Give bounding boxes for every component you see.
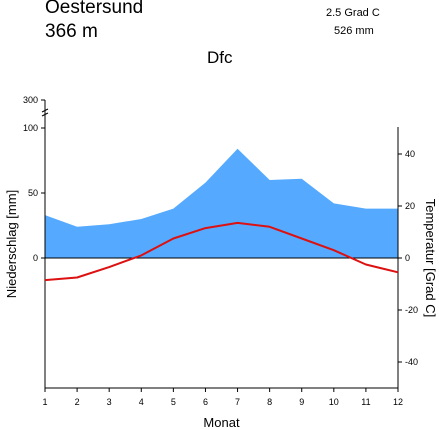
axis-break	[41, 108, 49, 113]
y-right-tick-label--20: -20	[405, 305, 418, 315]
x-tick-label-2: 2	[75, 397, 80, 407]
x-tick-label-3: 3	[107, 397, 112, 407]
x-tick-label-1: 1	[42, 397, 47, 407]
x-tick-label-11: 11	[361, 397, 370, 407]
axis-break	[41, 112, 49, 117]
y-left-tick-label-50: 50	[28, 188, 38, 198]
x-tick-label-9: 9	[299, 397, 304, 407]
y-axis-left-title: Niederschlag [mm]	[4, 190, 19, 298]
x-axis-title: Monat	[203, 415, 240, 430]
temperature-line	[44, 221, 399, 282]
x-tick-label-5: 5	[171, 397, 176, 407]
y-axis-right-title: Temperatur [Grad C]	[423, 199, 438, 318]
x-tick-label-4: 4	[139, 397, 144, 407]
precipitation-area	[45, 148, 398, 258]
x-tick-label-10: 10	[329, 397, 339, 407]
y-right-tick-label-0: 0	[405, 253, 410, 263]
x-tick-label-12: 12	[393, 397, 403, 407]
y-left-tick-label-0: 0	[33, 253, 38, 263]
station-altitude: 366 m	[45, 21, 98, 42]
annual-mean-temperature: 2.5 Grad C	[326, 7, 380, 19]
y-right-tick-label--40: -40	[405, 357, 418, 367]
y-right-tick-label-40: 40	[405, 149, 415, 159]
annual-precipitation: 526 mm	[334, 25, 374, 37]
y-left-tick-label-100: 100	[23, 123, 38, 133]
x-tick-label-7: 7	[235, 397, 240, 407]
y-left-tick-label-300: 300	[23, 95, 38, 105]
station-name: Oestersund	[45, 0, 144, 18]
x-tick-label-6: 6	[203, 397, 208, 407]
y-right-tick-label-20: 20	[405, 201, 415, 211]
x-tick-label-8: 8	[267, 397, 272, 407]
chart-title: Dfc	[207, 48, 233, 67]
